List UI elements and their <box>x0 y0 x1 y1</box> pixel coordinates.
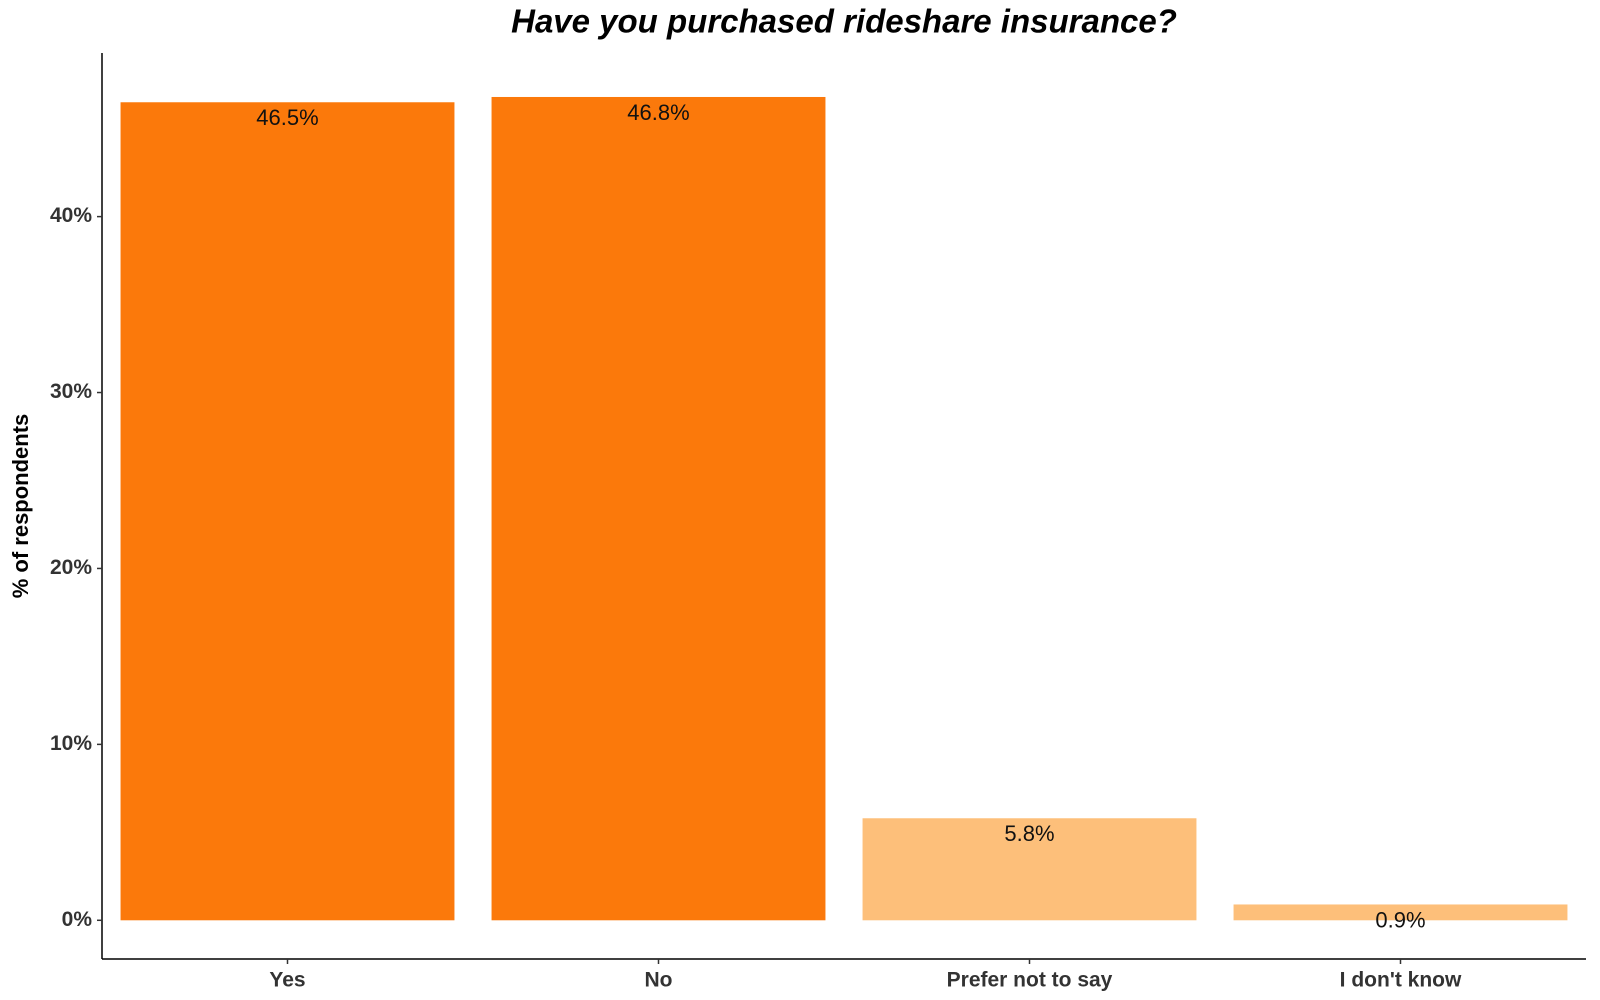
x-tick-label: I don't know <box>1340 969 1462 992</box>
x-tick-label: Yes <box>269 969 305 992</box>
y-tick-label: 20% <box>50 556 92 579</box>
y-tick-label: 10% <box>50 732 92 755</box>
value-label: 46.8% <box>627 100 689 125</box>
y-tick-label: 0% <box>62 908 93 931</box>
x-tick-label: Prefer not to say <box>947 969 1113 992</box>
chart-title: Have you purchased rideshare insurance? <box>511 3 1177 40</box>
x-tick-label: No <box>645 969 673 992</box>
bar <box>491 96 826 921</box>
bar <box>1233 904 1568 921</box>
y-tick-label: 40% <box>50 204 92 227</box>
y-tick-label: 30% <box>50 380 92 403</box>
y-axis-label: % of respondents <box>8 414 33 599</box>
value-label: 0.9% <box>1375 907 1425 932</box>
value-label: 46.5% <box>256 105 318 130</box>
bar <box>120 102 455 921</box>
value-label: 5.8% <box>1004 821 1054 846</box>
bar <box>862 818 1197 921</box>
